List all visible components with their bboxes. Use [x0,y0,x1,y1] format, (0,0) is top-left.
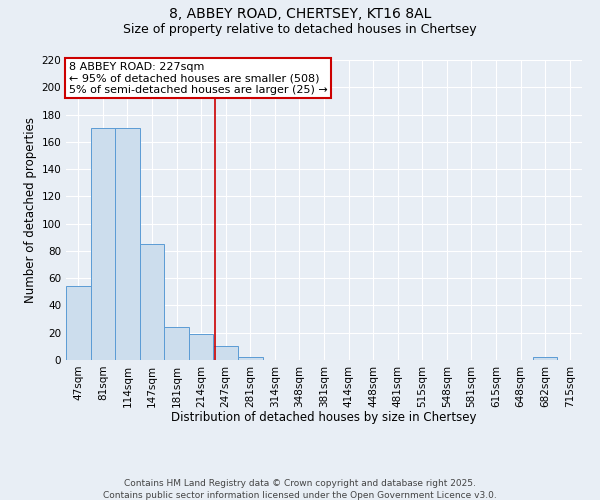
Text: Size of property relative to detached houses in Chertsey: Size of property relative to detached ho… [123,22,477,36]
Bar [140,244,164,360]
Text: 8 ABBEY ROAD: 227sqm
← 95% of detached houses are smaller (508)
5% of semi-detac: 8 ABBEY ROAD: 227sqm ← 95% of detached h… [68,62,328,94]
Text: Contains public sector information licensed under the Open Government Licence v3: Contains public sector information licen… [103,491,497,500]
Bar [533,358,557,360]
Bar [66,286,91,360]
Bar [189,334,214,360]
Bar [214,346,238,360]
Bar [238,358,263,360]
Bar [115,128,140,360]
Bar [91,128,115,360]
Text: Contains HM Land Registry data © Crown copyright and database right 2025.: Contains HM Land Registry data © Crown c… [124,479,476,488]
Y-axis label: Number of detached properties: Number of detached properties [24,117,37,303]
Bar [164,328,189,360]
Text: 8, ABBEY ROAD, CHERTSEY, KT16 8AL: 8, ABBEY ROAD, CHERTSEY, KT16 8AL [169,8,431,22]
X-axis label: Distribution of detached houses by size in Chertsey: Distribution of detached houses by size … [171,411,477,424]
